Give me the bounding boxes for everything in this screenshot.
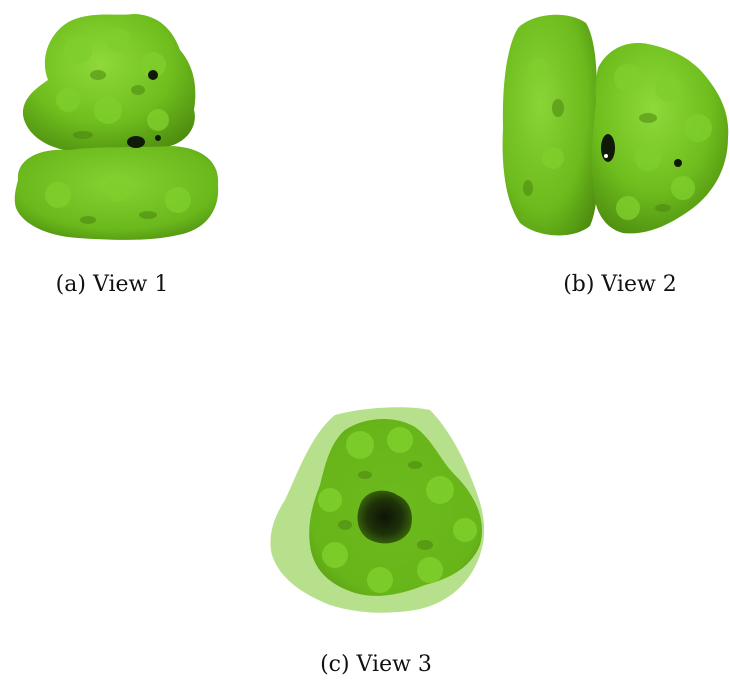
surface-bumps (45, 28, 191, 213)
panel-view-2 (498, 8, 730, 240)
surface-bumps (528, 58, 712, 220)
surface-shadows (523, 99, 671, 212)
highlight (604, 154, 608, 158)
cavity (148, 70, 158, 80)
left-domain (502, 14, 598, 236)
panel-view-3 (265, 405, 490, 615)
protein-surface-render-view-2 (502, 14, 729, 236)
cavity (127, 136, 145, 148)
surface-bumps (318, 427, 477, 593)
panel-view-1 (8, 10, 223, 245)
protein-surface-render-view-3 (270, 407, 485, 613)
surface-shadows (338, 461, 433, 550)
cavity (674, 159, 682, 167)
cavity (155, 135, 161, 141)
surface-shadows (73, 70, 157, 224)
caption-view-1: (a) View 1 (55, 272, 169, 297)
central-pore (357, 490, 412, 544)
protein-surface-render-view-1 (14, 14, 219, 240)
caption-view-2: (b) View 2 (563, 272, 677, 297)
caption-view-3: (c) View 3 (320, 652, 432, 677)
cavity (601, 134, 615, 162)
